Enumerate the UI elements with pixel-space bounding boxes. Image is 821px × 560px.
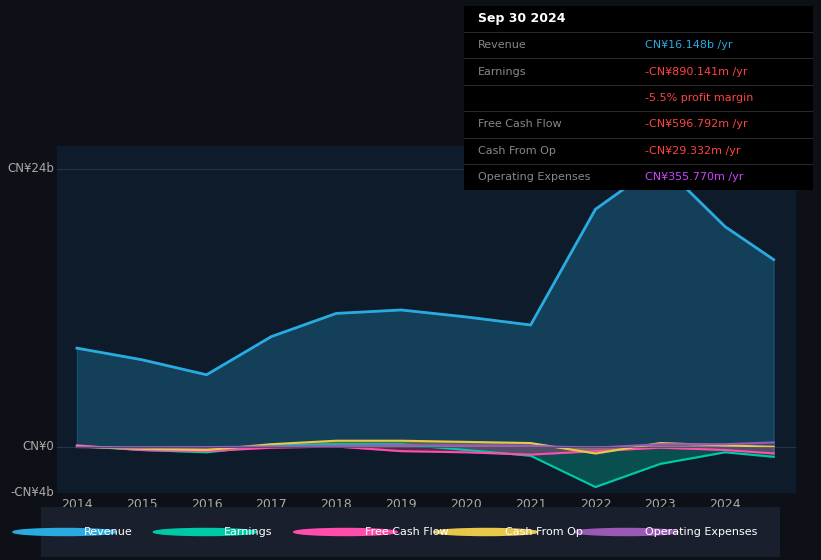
Text: Cash From Op: Cash From Op: [478, 146, 556, 156]
Text: -5.5% profit margin: -5.5% profit margin: [645, 93, 754, 103]
Text: CN¥355.770m /yr: CN¥355.770m /yr: [645, 172, 744, 182]
Text: -CN¥4b: -CN¥4b: [10, 486, 54, 500]
Text: Operating Expenses: Operating Expenses: [645, 527, 758, 537]
Text: Revenue: Revenue: [478, 40, 526, 50]
Text: Earnings: Earnings: [224, 527, 273, 537]
Text: Free Cash Flow: Free Cash Flow: [478, 119, 562, 129]
Text: -CN¥596.792m /yr: -CN¥596.792m /yr: [645, 119, 748, 129]
Text: Free Cash Flow: Free Cash Flow: [365, 527, 448, 537]
Text: Sep 30 2024: Sep 30 2024: [478, 12, 566, 25]
Circle shape: [434, 529, 538, 535]
Text: Earnings: Earnings: [478, 67, 526, 77]
Text: Operating Expenses: Operating Expenses: [478, 172, 590, 182]
Circle shape: [13, 529, 117, 535]
Text: CN¥0: CN¥0: [22, 440, 54, 453]
Text: CN¥16.148b /yr: CN¥16.148b /yr: [645, 40, 733, 50]
Text: -CN¥890.141m /yr: -CN¥890.141m /yr: [645, 67, 748, 77]
Text: CN¥24b: CN¥24b: [7, 162, 54, 175]
Circle shape: [154, 529, 257, 535]
Text: -CN¥29.332m /yr: -CN¥29.332m /yr: [645, 146, 741, 156]
Circle shape: [575, 529, 678, 535]
Text: Cash From Op: Cash From Op: [505, 527, 583, 537]
Text: Revenue: Revenue: [84, 527, 133, 537]
Circle shape: [294, 529, 397, 535]
